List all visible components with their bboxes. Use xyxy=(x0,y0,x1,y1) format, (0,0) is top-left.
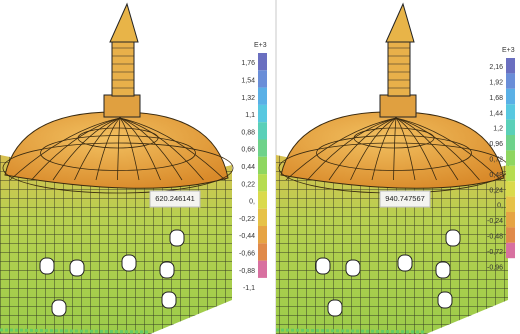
legend-swatch xyxy=(506,243,515,258)
panel: E+3 2,16 1,92 1,68 1,44 1,2 0,96 0,72 0,48 0,24 0,… xyxy=(276,4,515,334)
legend-label: 1,44 xyxy=(489,110,503,117)
legend-label: -0,44 xyxy=(239,233,255,240)
legend-label: 1,76 xyxy=(241,60,255,67)
legend-swatch xyxy=(258,140,267,157)
opening xyxy=(328,300,342,316)
legend-swatch xyxy=(258,243,267,260)
legend-swatch xyxy=(258,70,267,87)
panel: E+3 1,76 1,54 1,32 1,1 0,88 0,66 0,44 0,22 0, -0,2… xyxy=(0,4,267,334)
minaret-shaft xyxy=(112,40,134,96)
legend-label: 0,22 xyxy=(241,181,255,188)
legend-swatch xyxy=(506,135,515,150)
opening xyxy=(446,230,460,246)
opening xyxy=(398,255,412,271)
minaret-base xyxy=(104,95,140,117)
opening xyxy=(70,260,84,276)
legend-swatch xyxy=(258,226,267,243)
legend-swatch xyxy=(258,191,267,208)
legend-swatch xyxy=(506,150,515,165)
legend-swatch xyxy=(506,104,515,119)
legend-swatch xyxy=(506,166,515,181)
legend-label: -0,24 xyxy=(487,218,503,225)
minaret-spire xyxy=(110,4,138,42)
legend-swatch xyxy=(258,88,267,105)
legend-label: -0,22 xyxy=(239,216,255,223)
opening xyxy=(52,300,66,316)
legend-label: 1,68 xyxy=(489,95,503,102)
legend-label: 1,2 xyxy=(493,126,503,133)
legend-swatch xyxy=(258,261,267,278)
legend-swatch xyxy=(506,58,515,73)
legend-label: -1,1 xyxy=(243,285,255,292)
legend-label: 0,88 xyxy=(241,129,255,136)
legend-label: 2,16 xyxy=(489,64,503,71)
legend-label: 0,44 xyxy=(241,164,255,171)
legend-label: -0,48 xyxy=(487,233,503,240)
minaret-shaft xyxy=(388,40,410,96)
legend-swatch xyxy=(258,53,267,70)
legend-label: -0,72 xyxy=(487,249,503,256)
legend-label: -0,66 xyxy=(239,251,255,258)
legend-swatch xyxy=(506,181,515,196)
legend-label: 0,66 xyxy=(241,147,255,154)
legend-swatch xyxy=(258,209,267,226)
legend-swatch xyxy=(506,89,515,104)
legend-label: 0,24 xyxy=(489,187,503,194)
opening xyxy=(170,230,184,246)
legend-label: 0,72 xyxy=(489,156,503,163)
minaret-base xyxy=(380,95,416,117)
probe-value: 940.747567 xyxy=(385,194,425,203)
opening xyxy=(346,260,360,276)
legend-unit: E+3 xyxy=(502,47,515,54)
legend-swatch xyxy=(258,174,267,191)
screenshot: E+3 1,76 1,54 1,32 1,1 0,88 0,66 0,44 0,22 0, -0,2… xyxy=(0,0,520,334)
legend-unit: E+3 xyxy=(254,42,267,49)
legend-label: 0,96 xyxy=(489,141,503,148)
legend-label: 1,54 xyxy=(241,78,255,85)
legend-label: 1,92 xyxy=(489,79,503,86)
opening xyxy=(160,262,174,278)
legend-swatch xyxy=(258,105,267,122)
legend-label: 0, xyxy=(249,199,255,206)
legend-swatch xyxy=(258,157,267,174)
opening xyxy=(436,262,450,278)
opening xyxy=(438,292,452,308)
opening xyxy=(122,255,136,271)
panels: E+3 1,76 1,54 1,32 1,1 0,88 0,66 0,44 0,22 0, -0,2… xyxy=(0,4,515,334)
legend-swatch xyxy=(506,227,515,242)
probe-value: 620.246141 xyxy=(155,194,195,203)
legend-swatch xyxy=(506,120,515,135)
legend-label: -0,88 xyxy=(239,268,255,275)
opening xyxy=(316,258,330,274)
opening xyxy=(40,258,54,274)
minaret-spire xyxy=(386,4,414,42)
legend-swatch xyxy=(506,212,515,227)
legend-swatch xyxy=(506,197,515,212)
legend-label: 0, xyxy=(497,203,503,210)
legend-label: 1,32 xyxy=(241,95,255,102)
opening xyxy=(162,292,176,308)
legend-label: -0,96 xyxy=(487,264,503,271)
legend-swatch xyxy=(258,122,267,139)
legend-label: 1,1 xyxy=(245,112,255,119)
legend-label: 0,48 xyxy=(489,172,503,179)
legend-swatch xyxy=(506,73,515,88)
